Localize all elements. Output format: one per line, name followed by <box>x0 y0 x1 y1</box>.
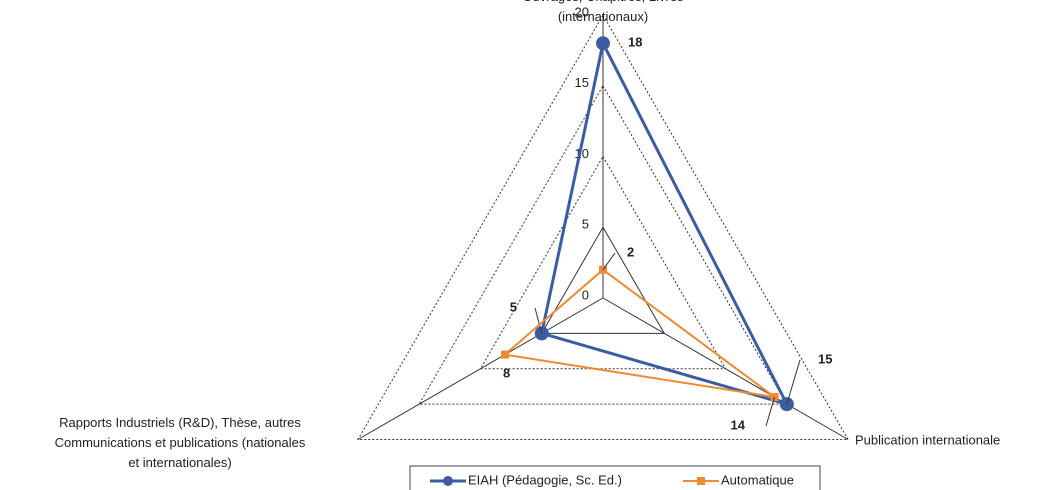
legend-box <box>409 465 821 490</box>
marker <box>596 36 610 51</box>
y-tick-label: 0 <box>582 287 589 302</box>
leader-line <box>765 396 776 427</box>
leader-line <box>534 307 543 334</box>
data-label: 8 <box>503 365 510 380</box>
legend-marker <box>697 477 705 485</box>
grid-ring <box>357 14 849 440</box>
spoke <box>602 297 849 440</box>
y-tick-label: 15 <box>575 75 589 90</box>
series-line <box>502 268 776 399</box>
marker <box>500 350 509 359</box>
series-line <box>539 38 790 407</box>
grid-ring <box>540 226 666 334</box>
data-label: 15 <box>818 351 832 366</box>
grid-ring <box>479 155 727 370</box>
axis-label: Ouvrages, Chapitres, Livres(internationa… <box>522 0 684 24</box>
axis-label: Rapports Industriels (R&D), Thèse, autre… <box>55 415 306 470</box>
spoke <box>357 297 604 440</box>
leader-line <box>602 252 616 270</box>
leader-line <box>786 359 801 405</box>
legend-marker <box>443 476 453 486</box>
y-tick-label: 20 <box>575 4 589 19</box>
data-label: 2 <box>627 244 634 259</box>
data-label: 5 <box>510 299 517 314</box>
legend-label: EIAH (Pédagogie, Sc. Ed.) <box>468 472 622 487</box>
axis-label: Publication internationale <box>855 432 1000 447</box>
data-label: 14 <box>731 417 746 432</box>
data-label: 18 <box>628 34 642 49</box>
y-tick-label: 5 <box>582 217 589 232</box>
legend-label: Automatique <box>721 472 794 487</box>
